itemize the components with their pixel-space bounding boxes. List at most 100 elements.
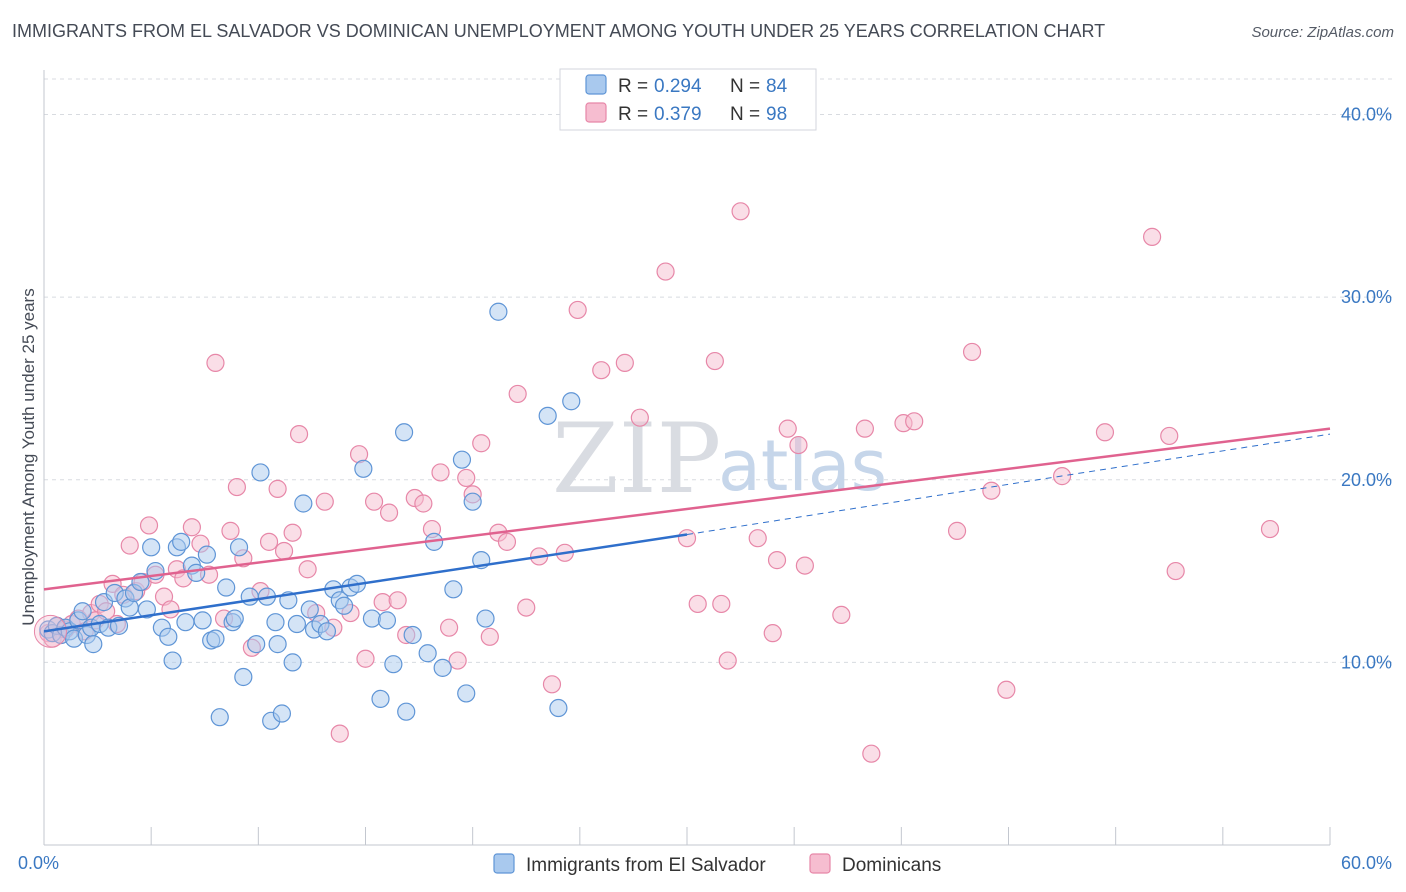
point-dominicans [705,351,724,371]
legend-n-label-blue: N = [730,76,760,97]
point-el-salvador [538,406,557,425]
y-axis-label: Unemployment Among Youth under 25 years [19,288,38,625]
bottom-legend-swatch-pink [809,853,831,874]
point-dominicans [497,532,517,551]
point-el-salvador [137,600,156,619]
point-dominicans [1143,227,1162,246]
trend-line-dominicans [43,427,1331,591]
point-dominicans [274,541,294,561]
point-dominicans [517,598,536,617]
point-el-salvador [159,627,178,646]
point-dominicans [283,523,302,542]
point-dominicans [120,536,139,555]
point-el-salvador [433,658,452,677]
point-dominicans [568,300,587,320]
point-dominicans [268,479,287,498]
tick-layer: 0.0% 60.0% 10.0% 20.0% 30.0% 40.0% [18,105,1392,873]
point-el-salvador [247,635,266,654]
point-dominicans [1160,426,1179,446]
point-dominicans [1260,519,1280,539]
bottom-legend: Immigrants from El Salvador Dominicans [493,853,941,876]
legend-swatch-pink [585,102,607,123]
point-el-salvador [163,651,182,670]
point-dominicans [221,521,240,540]
point-dominicans [379,503,399,522]
point-dominicans [161,600,180,619]
legend-n-value-blue: 84 [766,76,788,97]
legend-r-label-pink: R = [618,104,648,125]
point-dominicans [748,529,767,548]
trend-line-el-salvador [43,533,688,633]
y-tick-label: 20.0% [1341,470,1392,490]
point-dominicans [630,408,649,427]
trend-layer [43,427,1331,633]
point-dominicans [431,463,450,482]
point-dominicans [1166,561,1185,581]
axis-layer [43,70,1330,846]
point-el-salvador [394,423,414,442]
point-dominicans [373,593,392,612]
x-tick-label-min: 0.0% [18,853,59,873]
point-dominicans [731,202,750,221]
point-dominicans [1095,423,1115,442]
point-dominicans [712,594,731,614]
chart-title: IMMIGRANTS FROM EL SALVADOR VS DOMINICAN… [12,21,1106,41]
point-el-salvador [562,392,581,411]
point-dominicans [789,435,808,455]
point-el-salvador [225,609,244,628]
point-el-salvador [234,667,253,687]
point-el-salvador [418,644,437,663]
point-dominicans [962,342,982,362]
point-dominicans [718,651,737,670]
point-dominicans [472,434,491,453]
point-el-salvador [403,625,422,645]
point-el-salvador [384,655,403,674]
point-dominicans [227,477,246,497]
grid-layer [43,78,1392,845]
legend-swatch-blue [585,74,607,95]
bottom-legend-swatch-blue [493,853,515,874]
y-tick-label: 30.0% [1341,287,1392,307]
point-dominicans [206,353,225,372]
point-el-salvador [272,704,292,723]
point-dominicans [439,618,459,637]
point-dominicans [330,724,349,743]
point-dominicans [364,492,384,511]
point-el-salvador [268,635,287,654]
point-el-salvador [210,708,229,727]
top-legend: R = 0.294 N = 84 R = 0.379 N = 98 [559,68,817,131]
y-tick-label: 40.0% [1341,105,1392,125]
point-dominicans [592,361,611,380]
point-dominicans [795,556,814,575]
point-el-salvador [240,587,259,606]
point-dominicans [763,624,782,643]
point-el-salvador [84,635,103,654]
point-el-salvador [457,684,476,703]
point-el-salvador [463,492,482,511]
point-el-salvador [377,611,397,630]
point-dominicans [356,649,375,668]
point-el-salvador [354,459,373,478]
point-el-salvador [362,609,382,628]
point-dominicans [259,532,279,551]
point-el-salvador [176,613,195,632]
point-el-salvador [489,302,508,321]
point-el-salvador [300,600,319,619]
point-dominicans [615,353,634,372]
point-el-salvador [452,450,472,469]
point-dominicans [656,262,675,281]
point-el-salvador [187,563,206,582]
point-el-salvador [206,629,225,648]
point-el-salvador [317,622,337,641]
point-dominicans [139,516,159,535]
legend-r-label-blue: R = [618,76,648,97]
point-el-salvador [549,698,568,718]
point-dominicans [862,744,881,763]
point-dominicans [677,529,697,548]
point-el-salvador [193,611,212,630]
x-tick-label-max: 60.0% [1341,853,1392,873]
chart-source: Source: ZipAtlas.com [1251,24,1394,41]
point-el-salvador [397,702,416,721]
point-dominicans [982,481,1001,500]
